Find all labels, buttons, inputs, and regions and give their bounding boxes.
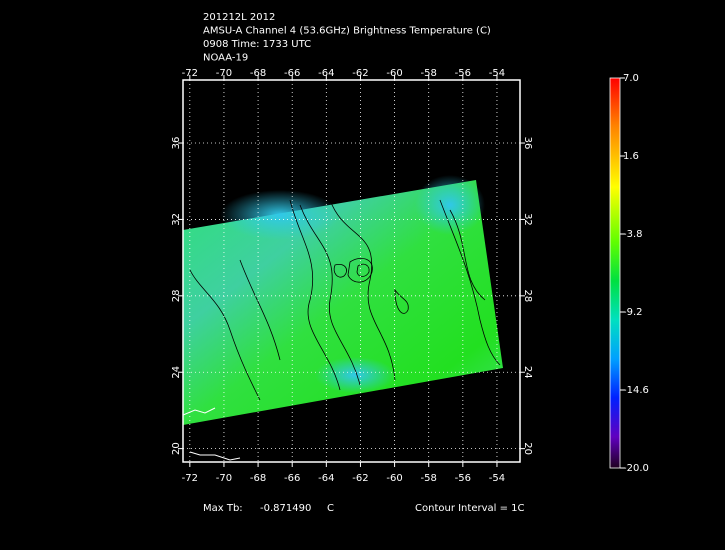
colorbar-label: -9.2	[623, 307, 643, 318]
header-line: AMSU-A Channel 4 (53.6GHz) Brightness Te…	[203, 26, 491, 37]
x-tick-label: -58	[421, 473, 437, 484]
cold-region	[220, 190, 340, 240]
y-tick-label: 24	[171, 366, 182, 379]
x-tick-label: -62	[352, 68, 368, 79]
header: 201212L 2012 AMSU-A Channel 4 (53.6GHz) B…	[203, 12, 491, 64]
swath	[183, 180, 503, 425]
x-tick-label: -56	[455, 473, 471, 484]
x-tick-label: -70	[216, 68, 232, 79]
header-line: 201212L 2012	[203, 12, 275, 23]
x-tick-label: -68	[250, 473, 266, 484]
y-tick-label: 32	[522, 213, 533, 226]
y-tick-label: 20	[171, 442, 182, 455]
map-frame	[182, 79, 521, 463]
header-line: NOAA-19	[203, 53, 248, 64]
max-label: Max Tb:	[203, 503, 243, 514]
x-tick-label: -54	[489, 473, 505, 484]
colorbar-label: -14.6	[623, 385, 649, 396]
colorbar	[609, 77, 621, 469]
y-tick-label: 24	[522, 366, 533, 379]
colorbar-label: -20.0	[623, 463, 649, 474]
max-unit: C	[327, 503, 334, 514]
y-tick-label: 28	[171, 289, 182, 302]
axes: -72 -72 -70 -70 -68 -68 -66 -66 -64 -64 -62 -62 -60 -…	[171, 68, 533, 484]
cold-region	[315, 357, 395, 393]
x-tick-label: -60	[386, 473, 402, 484]
colorbar-label: 1.6	[623, 151, 639, 162]
x-tick-label: -72	[182, 473, 198, 484]
contours	[189, 199, 501, 401]
x-tick-label: -68	[250, 68, 266, 79]
colorbar-ticks: 7.0 1.6 -3.8 -9.2 -14.6 -20.0	[620, 73, 649, 474]
max-value: -0.871490	[260, 503, 311, 514]
x-tick-label: -70	[216, 473, 232, 484]
y-tick-label: 36	[522, 137, 533, 150]
y-tick-label: 36	[171, 137, 182, 150]
header-line: 0908 Time: 1733 UTC	[203, 39, 311, 50]
x-tick-label: -72	[182, 68, 198, 79]
coastline	[183, 407, 241, 461]
x-tick-label: -66	[284, 68, 300, 79]
y-tick-label: 32	[171, 213, 182, 226]
y-tick-label: 20	[522, 442, 533, 455]
x-tick-label: -64	[318, 473, 334, 484]
contour-interval: Contour Interval = 1C	[415, 503, 525, 514]
graticule	[183, 80, 520, 462]
colorbar-label: -3.8	[623, 229, 643, 240]
y-tick-label: 28	[522, 289, 533, 302]
x-tick-label: -64	[318, 68, 334, 79]
cold-region	[415, 175, 485, 235]
x-tick-label: -58	[421, 68, 437, 79]
x-tick-label: -66	[284, 473, 300, 484]
x-tick-label: -54	[489, 68, 505, 79]
x-tick-label: -56	[455, 68, 471, 79]
x-tick-label: -60	[386, 68, 402, 79]
colorbar-label: 7.0	[623, 73, 639, 84]
x-tick-label: -62	[352, 473, 368, 484]
swath-layer	[183, 175, 503, 461]
